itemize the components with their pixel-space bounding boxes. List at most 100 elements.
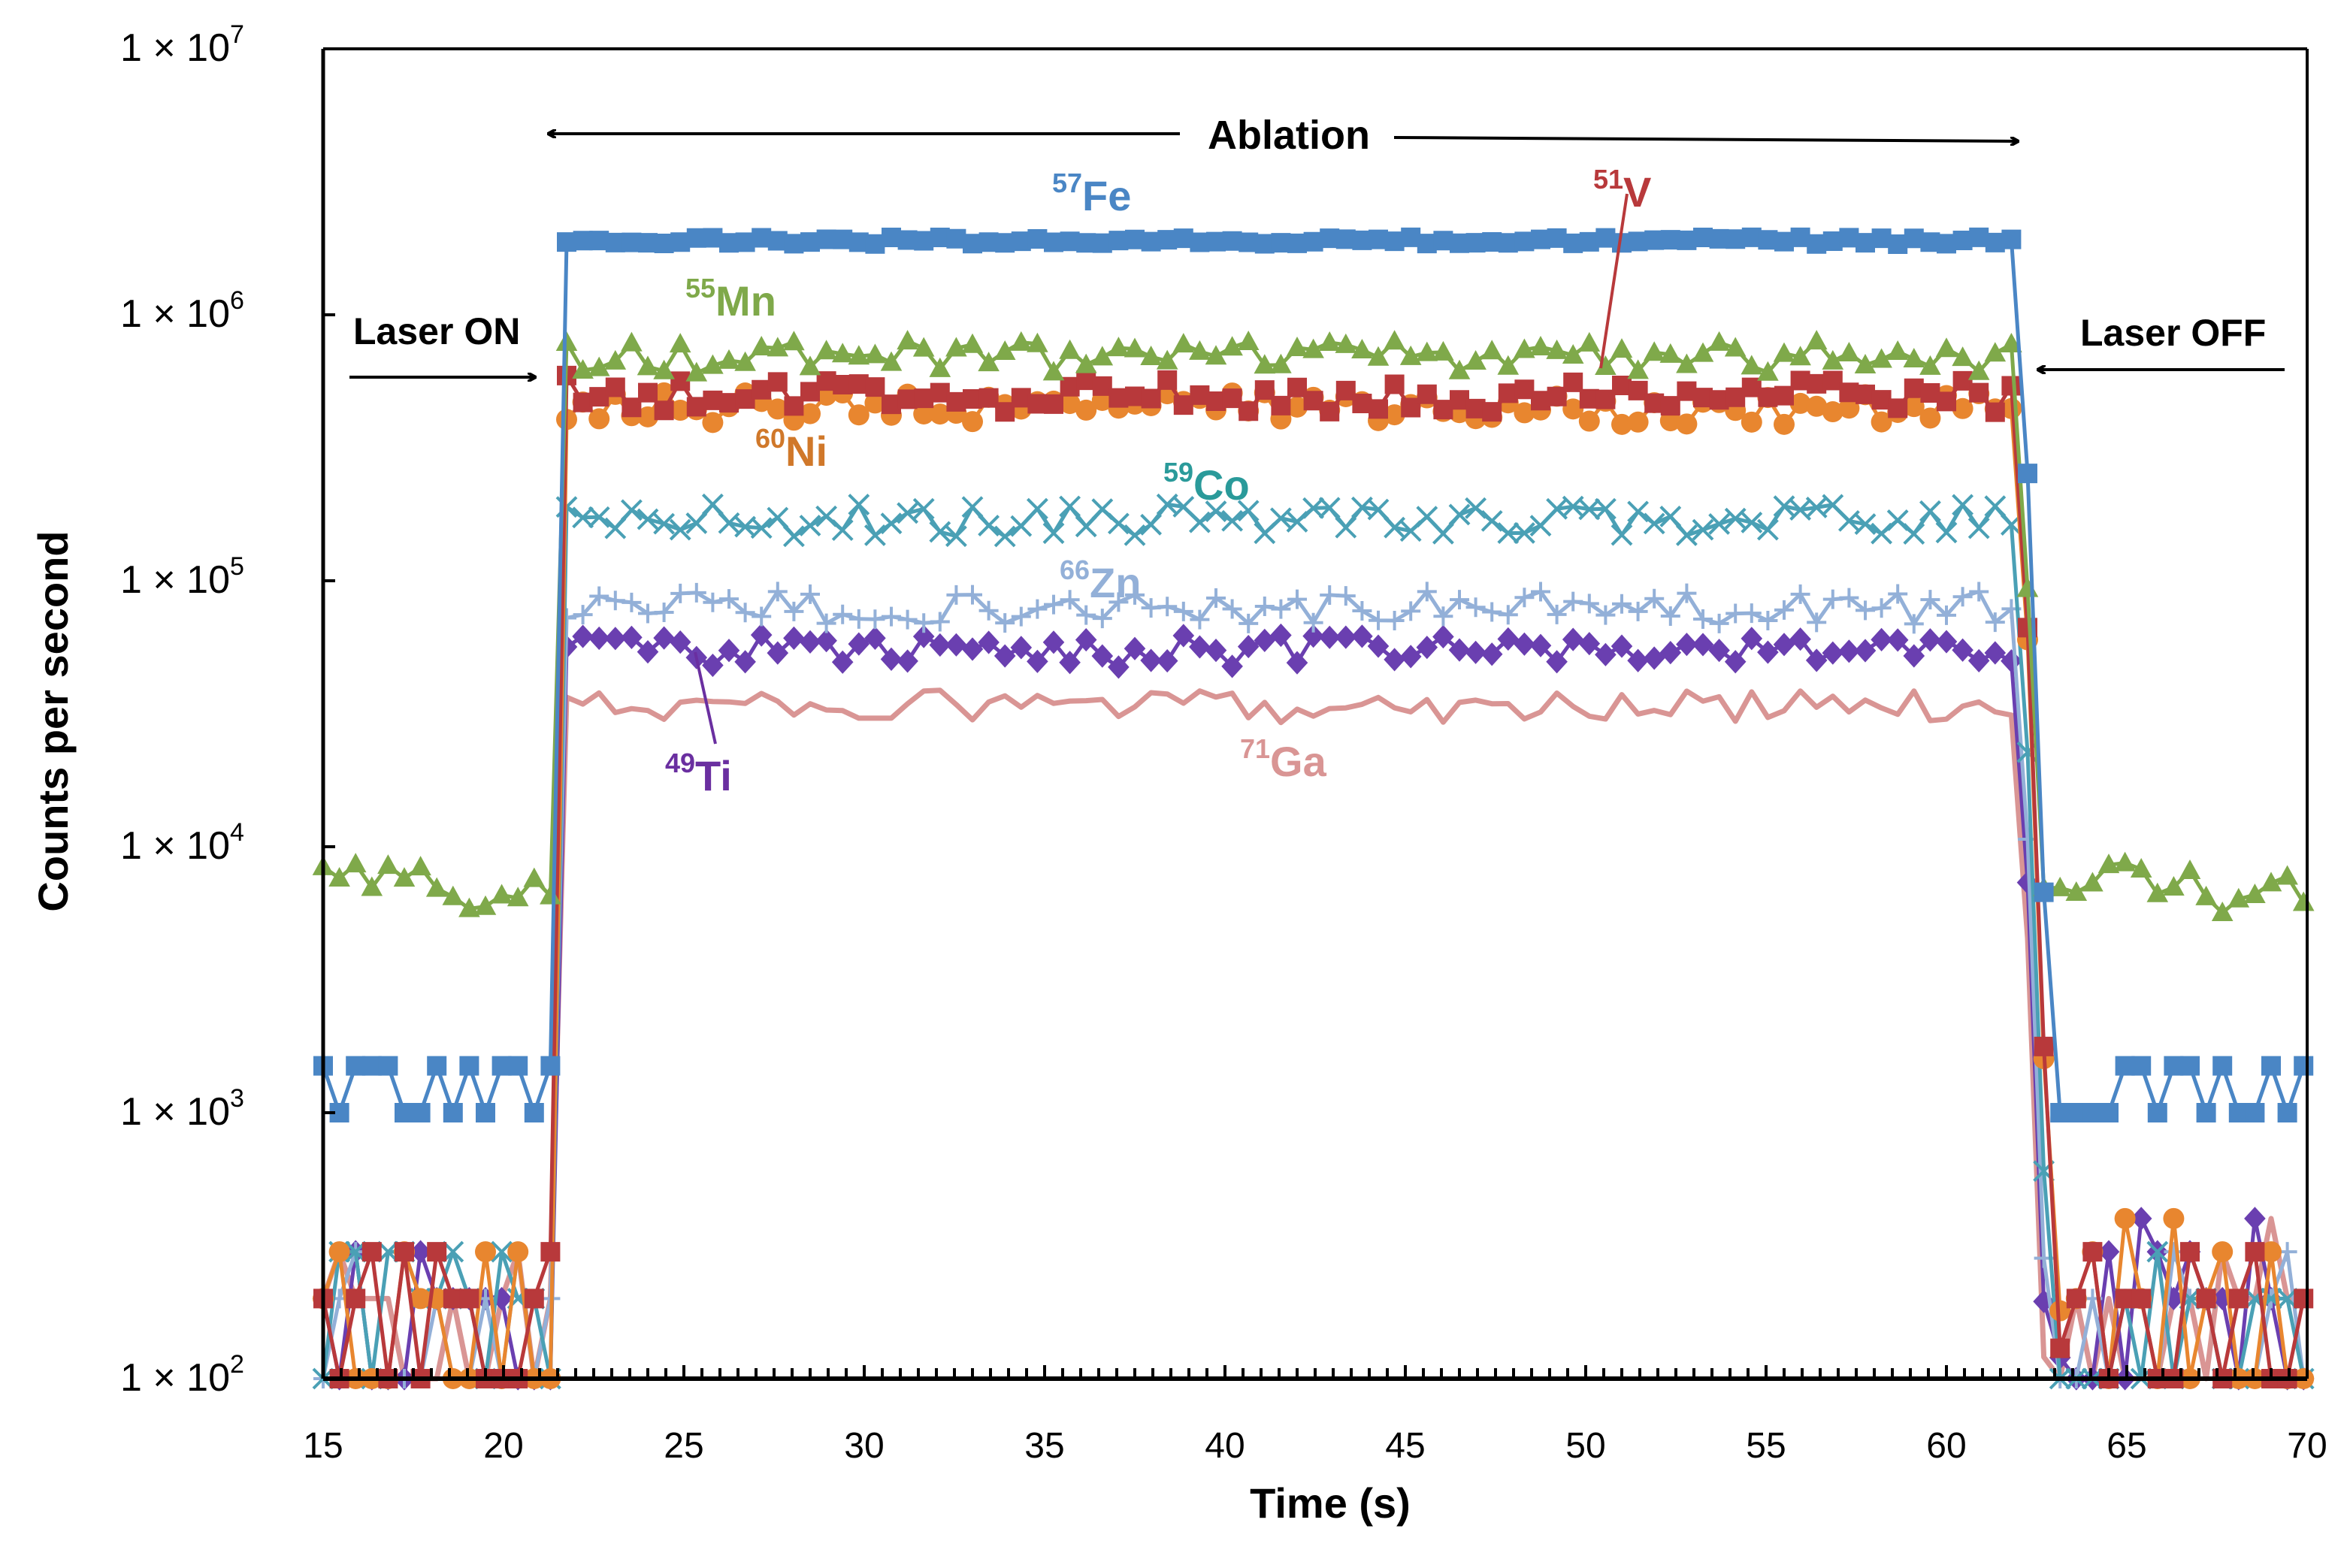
data-point — [1450, 233, 1469, 253]
data-point — [752, 606, 772, 627]
data-point — [1399, 645, 1422, 669]
data-point — [2130, 1207, 2152, 1231]
data-point — [1952, 397, 1973, 419]
data-point — [1432, 340, 1454, 361]
data-point — [573, 392, 593, 412]
data-point — [1254, 234, 1275, 254]
laser-on-annotation: Laser ON — [349, 310, 535, 377]
data-point — [475, 1241, 496, 1263]
data-point — [1839, 588, 1859, 608]
data-point — [1611, 524, 1633, 546]
data-point — [994, 644, 1016, 668]
data-point — [604, 349, 627, 370]
label-fe: 57Fe — [1052, 168, 1131, 219]
ti-leader-line — [694, 651, 717, 745]
data-point — [1935, 337, 1958, 358]
data-point — [1612, 233, 1632, 253]
data-point — [1465, 233, 1486, 253]
label-zn: 66Zn — [1060, 554, 1141, 606]
data-point — [1741, 603, 1762, 624]
data-point — [1351, 338, 1373, 358]
data-point — [1450, 390, 1469, 410]
data-point — [1448, 359, 1471, 379]
data-point — [1871, 348, 1892, 368]
data-point — [2114, 851, 2136, 872]
data-point — [1417, 384, 1437, 404]
data-point — [1904, 614, 1924, 634]
data-point — [2180, 1056, 2200, 1076]
data-point — [476, 1103, 495, 1122]
data-point — [1546, 650, 1568, 674]
data-point — [784, 396, 804, 416]
data-point — [1886, 340, 1909, 361]
data-point — [1237, 331, 1260, 351]
data-point — [1952, 494, 1974, 516]
data-point — [1724, 507, 1747, 530]
data-point — [833, 229, 853, 249]
data-point — [1903, 644, 1925, 668]
label-zn-isotope: 66 — [1060, 554, 1090, 585]
data-point — [1320, 401, 1340, 421]
data-point — [1075, 515, 1097, 538]
data-point — [1659, 343, 1682, 363]
data-point — [410, 1240, 431, 1264]
data-point — [2276, 865, 2298, 885]
data-point — [1659, 641, 1682, 665]
data-point — [1969, 382, 1989, 403]
data-point — [702, 653, 724, 678]
data-point — [654, 603, 674, 623]
data-point — [1011, 606, 1031, 627]
data-point — [1724, 650, 1747, 674]
data-point — [784, 601, 804, 621]
data-point — [1320, 228, 1340, 249]
data-point — [2115, 1056, 2135, 1076]
data-point — [978, 352, 1000, 372]
data-point — [2082, 1242, 2103, 1262]
data-point — [865, 377, 885, 397]
data-point — [1627, 500, 1650, 523]
data-point — [1856, 233, 1875, 253]
data-point — [799, 515, 821, 536]
x-tick-label-4: 35 — [1024, 1426, 1064, 1466]
x-tick-label-10: 65 — [2107, 1426, 2146, 1466]
data-point — [1708, 331, 1730, 351]
data-point — [2196, 1289, 2216, 1309]
data-point — [1563, 372, 1583, 392]
v-leader-line — [1599, 193, 1629, 369]
data-point — [670, 400, 691, 421]
data-point — [621, 331, 643, 352]
data-point — [1708, 513, 1731, 535]
data-point — [1173, 228, 1193, 249]
data-point — [703, 592, 723, 612]
data-point — [2001, 229, 2022, 249]
data-point — [1789, 346, 1811, 366]
data-point — [1937, 391, 1956, 412]
data-point — [2049, 876, 2071, 896]
x-tick-label-11: 70 — [2287, 1426, 2327, 1466]
data-point — [1774, 231, 1794, 252]
data-point — [1205, 639, 1227, 663]
data-point — [588, 356, 610, 376]
data-point — [1221, 509, 1244, 532]
data-point — [1888, 234, 1908, 254]
data-point — [654, 400, 674, 421]
x-tick-label-2: 25 — [664, 1426, 703, 1466]
ablation-annotation: Ablation — [549, 105, 2018, 158]
data-point — [1465, 640, 1487, 664]
data-point — [1125, 585, 1145, 605]
data-point — [621, 625, 643, 649]
data-point — [361, 1242, 382, 1262]
data-point — [588, 626, 610, 651]
data-point — [1822, 641, 1844, 665]
data-point — [2097, 853, 2120, 874]
data-point — [2244, 884, 2266, 904]
data-point — [1595, 355, 1617, 375]
data-point — [702, 354, 724, 374]
label-v-isotope: 51 — [1593, 164, 1623, 195]
data-point — [961, 637, 984, 661]
data-point — [1010, 515, 1033, 537]
data-point — [540, 884, 561, 905]
y-tick-exponent: 6 — [230, 286, 244, 315]
data-point — [1270, 353, 1292, 373]
